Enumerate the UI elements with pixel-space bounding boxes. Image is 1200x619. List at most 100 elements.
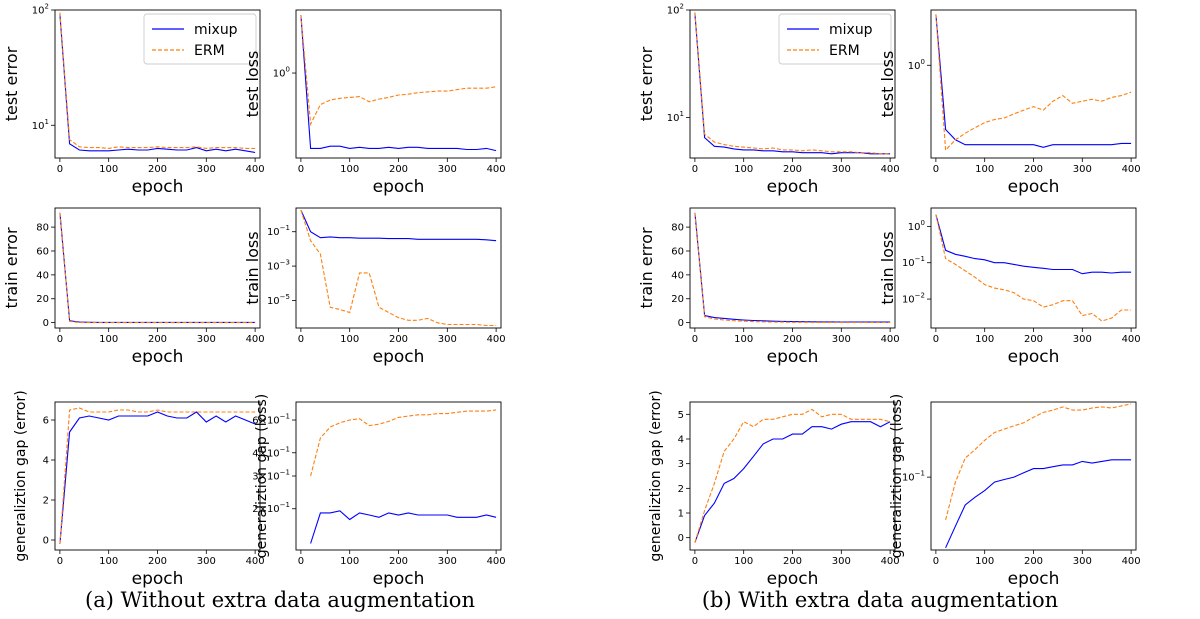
axes-frame (689, 207, 896, 329)
axes-frame (295, 207, 502, 329)
axes-frame (930, 207, 1137, 329)
x-tick-label: 200 (389, 556, 408, 567)
y-tick-label: 4 (43, 456, 49, 467)
x-tick-label: 100 (975, 334, 994, 345)
series-line-erm (300, 14, 497, 127)
y-axis-label: test loss (243, 51, 262, 118)
x-tick-label: 200 (783, 334, 802, 345)
x-tick-label: 200 (148, 556, 167, 567)
x-tick-label: 300 (197, 556, 216, 567)
legend-label-erm: ERM (829, 43, 860, 59)
series-line-erm (310, 409, 497, 477)
y-axis-label: generaliztion gap (loss) (889, 394, 905, 559)
x-tick-label: 100 (734, 334, 753, 345)
y-axis-label: generaliztion gap (loss) (254, 394, 270, 559)
series-line-erm (935, 14, 1132, 152)
series-line-mixup (945, 459, 1132, 549)
y-tick-label: 80 (671, 223, 684, 234)
y-axis-label: train error (637, 227, 656, 308)
x-tick-label: 200 (389, 334, 408, 345)
y-axis-label: test error (2, 46, 21, 121)
series-line-mixup (59, 212, 256, 323)
legend-label-mixup: mixup (194, 22, 238, 38)
series-line-erm (694, 12, 891, 155)
y-axis-label: generaliztion gap (error) (648, 390, 664, 561)
x-tick-label: 300 (438, 164, 457, 175)
chart-b-test-error: 0 100 200 300 400 101 102 epoch test error mixup E… (637, 3, 900, 198)
y-tick-label: 0 (678, 318, 684, 329)
y-tick-label: 20 (671, 294, 684, 305)
axes-frame (689, 401, 896, 551)
series-line-mixup (694, 421, 891, 543)
x-tick-label: 400 (246, 164, 265, 175)
y-tick-label: 60 (36, 246, 49, 257)
x-tick-label: 100 (975, 556, 994, 567)
x-tick-label: 0 (933, 556, 939, 567)
x-tick-label: 100 (975, 164, 994, 175)
legend-label-erm: ERM (194, 43, 225, 59)
x-tick-label: 300 (832, 334, 851, 345)
x-tick-label: 0 (298, 164, 304, 175)
x-tick-label: 200 (389, 164, 408, 175)
y-axis-label: test error (637, 46, 656, 121)
chart-b-train-error: 0 100 200 300 400 0 20 40 60 80 epoch train error (637, 207, 900, 367)
series-line-mixup (694, 212, 891, 323)
x-tick-label: 200 (148, 334, 167, 345)
caption-b: (b) With extra data augmentation (701, 588, 1059, 612)
chart-b-gap-error: 0 100 200 300 400 0 1 2 3 4 5 epoch generaliztion ga… (648, 390, 900, 589)
x-axis-label: epoch (767, 347, 819, 367)
x-tick-label: 100 (99, 556, 118, 567)
axes-frame (54, 401, 261, 551)
x-tick-label: 100 (734, 164, 753, 175)
chart-b-test-loss: 0 100 200 300 400 100 epoch test loss (878, 9, 1141, 197)
chart-a-gap-loss: 0 100 200 300 4006×10−14×10−13×10−12×10−1epo… (252, 394, 505, 589)
legend: mixup ERM (143, 13, 257, 65)
y-tick-label: 1 (678, 509, 684, 520)
x-tick-label: 200 (783, 164, 802, 175)
x-axis-label: epoch (767, 177, 819, 197)
chart-b-train-loss: 0 100 200 300 400 100 10−1 10−2 epoch train loss (878, 207, 1141, 367)
x-axis-label: epoch (1008, 569, 1060, 589)
x-tick-label: 0 (57, 556, 63, 567)
x-tick-label: 0 (57, 164, 63, 175)
legend-box (143, 13, 257, 65)
series-line-mixup (300, 209, 497, 242)
x-tick-label: 400 (1122, 556, 1141, 567)
x-tick-label: 0 (692, 334, 698, 345)
x-axis-label: epoch (1008, 177, 1060, 197)
y-tick-label: 10−3 (267, 259, 290, 273)
series-line-mixup (935, 14, 1132, 148)
y-tick-label: 100 (273, 66, 290, 80)
y-tick-label: 6 (43, 416, 49, 427)
y-axis-label: test loss (878, 51, 897, 118)
x-tick-label: 300 (832, 164, 851, 175)
x-tick-label: 0 (57, 334, 63, 345)
chart-a-gap-error: 0 100 200 300 400 0 2 4 6 epoch generaliztion gap … (13, 390, 265, 589)
y-tick-label: 10−1 (902, 255, 925, 269)
x-axis-label: epoch (1008, 347, 1060, 367)
x-tick-label: 0 (933, 334, 939, 345)
y-tick-label: 10−2 (902, 292, 925, 306)
x-tick-label: 100 (340, 556, 359, 567)
axes-frame (295, 401, 502, 551)
x-tick-label: 300 (1073, 556, 1092, 567)
x-tick-label: 300 (832, 556, 851, 567)
y-tick-label: 0 (43, 536, 49, 547)
x-tick-label: 400 (1122, 334, 1141, 345)
y-axis-label: train error (2, 227, 21, 308)
legend: mixup ERM (778, 13, 892, 65)
series-line-erm (59, 407, 256, 545)
series-line-erm (694, 408, 891, 543)
axes-frame (689, 9, 896, 159)
x-tick-label: 400 (881, 334, 900, 345)
y-tick-label: 80 (36, 223, 49, 234)
x-tick-label: 400 (1122, 164, 1141, 175)
caption-a: (a) Without extra data augmentation (85, 588, 475, 612)
y-tick-label: 101 (32, 118, 49, 132)
x-tick-label: 300 (197, 334, 216, 345)
y-axis-label: generaliztion gap (error) (13, 390, 29, 561)
y-tick-label: 10−1 (267, 224, 290, 238)
series-line-mixup (59, 411, 256, 545)
x-tick-label: 100 (340, 334, 359, 345)
